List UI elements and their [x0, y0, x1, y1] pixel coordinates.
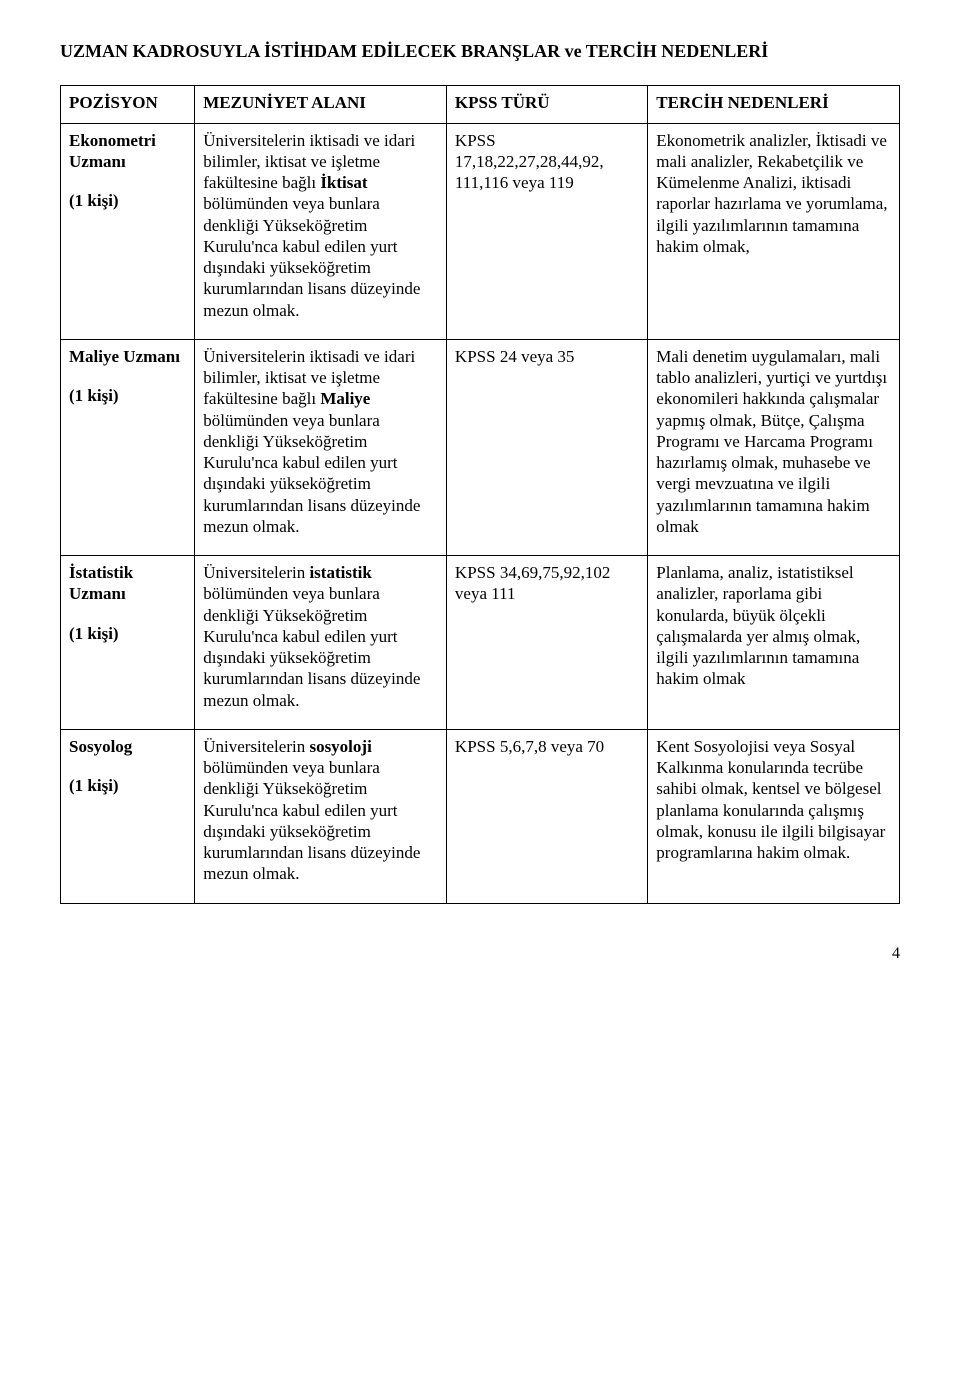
mez-prefix: Üniversitelerin — [203, 563, 309, 582]
table-row: Maliye Uzmanı (1 kişi) Üniversitelerin i… — [61, 339, 900, 555]
position-name: Maliye Uzmanı — [69, 346, 186, 367]
cell-kpss: KPSS 5,6,7,8 veya 70 — [446, 729, 647, 903]
mez-bold: Maliye — [320, 389, 370, 408]
header-kpss: KPSS TÜRÜ — [446, 85, 647, 123]
table-row: Sosyolog (1 kişi) Üniversitelerin sosyol… — [61, 729, 900, 903]
cell-kpss: KPSS 34,69,75,92,102 veya 111 — [446, 556, 647, 730]
cell-tercih: Ekonometrik analizler, İktisadi ve mali … — [648, 123, 900, 339]
cell-tercih: Planlama, analiz, istatistiksel analizle… — [648, 556, 900, 730]
header-tercih: TERCİH NEDENLERİ — [648, 85, 900, 123]
cell-mezuniyet: Üniversitelerin istatistik bölümünden ve… — [195, 556, 447, 730]
cell-mezuniyet: Üniversitelerin iktisadi ve idari biliml… — [195, 123, 447, 339]
mez-suffix: bölümünden veya bunlara denkliği Yüksekö… — [203, 584, 420, 709]
cell-position: Maliye Uzmanı (1 kişi) — [61, 339, 195, 555]
header-position: POZİSYON — [61, 85, 195, 123]
positions-table: POZİSYON MEZUNİYET ALANI KPSS TÜRÜ TERCİ… — [60, 85, 900, 904]
mez-suffix: bölümünden veya bunlara denkliği Yüksekö… — [203, 411, 420, 536]
cell-kpss: KPSS 17,18,22,27,28,44,92, 111,116 veya … — [446, 123, 647, 339]
cell-tercih: Kent Sosyolojisi veya Sosyal Kalkınma ko… — [648, 729, 900, 903]
mez-prefix: Üniversitelerin iktisadi ve idari biliml… — [203, 347, 415, 409]
cell-kpss: KPSS 24 veya 35 — [446, 339, 647, 555]
cell-mezuniyet: Üniversitelerin sosyoloji bölümünden vey… — [195, 729, 447, 903]
cell-tercih: Mali denetim uygulamaları, mali tablo an… — [648, 339, 900, 555]
cell-position: Ekonometri Uzmanı (1 kişi) — [61, 123, 195, 339]
cell-position: Sosyolog (1 kişi) — [61, 729, 195, 903]
position-name: Sosyolog — [69, 736, 186, 757]
position-count: (1 kişi) — [69, 775, 186, 796]
cell-mezuniyet: Üniversitelerin iktisadi ve idari biliml… — [195, 339, 447, 555]
cell-position: İstatistik Uzmanı (1 kişi) — [61, 556, 195, 730]
mez-suffix: bölümünden veya bunlara denkliği Yüksekö… — [203, 758, 420, 883]
position-name: İstatistik Uzmanı — [69, 562, 186, 605]
position-count: (1 kişi) — [69, 623, 186, 644]
page-number: 4 — [60, 944, 900, 964]
page-title: UZMAN KADROSUYLA İSTİHDAM EDİLECEK BRANŞ… — [60, 40, 900, 63]
mez-bold: sosyoloji — [309, 737, 371, 756]
header-mezuniyet: MEZUNİYET ALANI — [195, 85, 447, 123]
mez-suffix: bölümünden veya bunlara denkliği Yüksekö… — [203, 194, 420, 319]
position-count: (1 kişi) — [69, 190, 186, 211]
mez-bold: İktisat — [320, 173, 367, 192]
table-row: İstatistik Uzmanı (1 kişi) Üniversiteler… — [61, 556, 900, 730]
mez-bold: istatistik — [309, 563, 371, 582]
table-header-row: POZİSYON MEZUNİYET ALANI KPSS TÜRÜ TERCİ… — [61, 85, 900, 123]
mez-prefix: Üniversitelerin iktisadi ve idari biliml… — [203, 131, 415, 193]
position-name: Ekonometri Uzmanı — [69, 130, 186, 173]
position-count: (1 kişi) — [69, 385, 186, 406]
table-row: Ekonometri Uzmanı (1 kişi) Üniversiteler… — [61, 123, 900, 339]
mez-prefix: Üniversitelerin — [203, 737, 309, 756]
